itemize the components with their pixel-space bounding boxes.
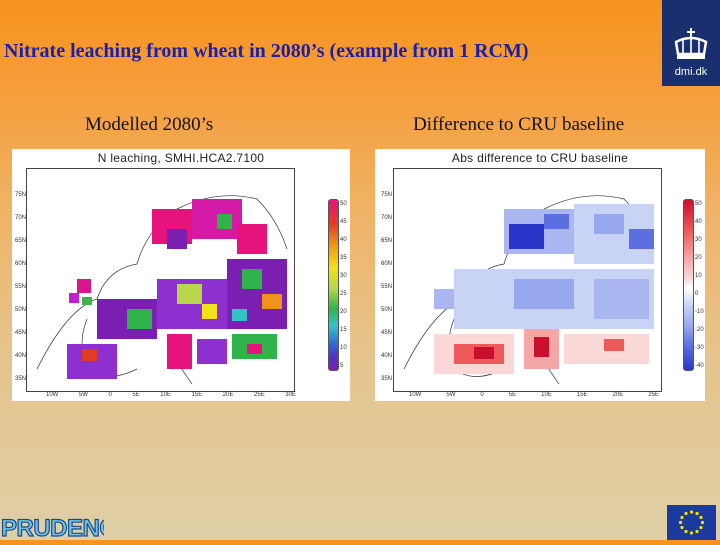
legend-label: 10 — [340, 345, 347, 351]
lat-label: 70N — [14, 215, 26, 221]
uk-land — [69, 279, 92, 305]
difference-map — [393, 168, 662, 392]
difference-legend-labels: 50 40 30 20 10 0 -10 -20 -30 -40 — [695, 201, 704, 369]
leaching-color-legend — [328, 199, 339, 371]
lon-label: 5W — [78, 392, 88, 398]
legend-label: 25 — [340, 291, 347, 297]
europe-difference-mosaic — [403, 195, 655, 385]
central-difference-land — [434, 269, 654, 329]
lat-label: 35N — [14, 376, 26, 382]
legend-label: 20 — [695, 255, 702, 261]
lon-label: 0 — [480, 392, 484, 398]
lat-label: 60N — [14, 261, 26, 267]
lat-label: 45N — [380, 330, 392, 336]
legend-label: -30 — [695, 345, 704, 351]
lat-label: 65N — [14, 238, 26, 244]
central-europe-land — [97, 259, 287, 339]
legend-label: 40 — [340, 237, 347, 243]
lat-label: 75N — [380, 192, 392, 198]
lat-label: 70N — [380, 215, 392, 221]
lat-label: 75N — [14, 192, 26, 198]
legend-label: 15 — [340, 327, 347, 333]
crown-icon — [674, 28, 708, 59]
lon-label: 15E — [576, 392, 588, 398]
lon-label: 5W — [446, 392, 456, 398]
lon-label: 10W — [46, 392, 59, 398]
lat-label: 50N — [14, 307, 26, 313]
lat-label: 50N — [380, 307, 392, 313]
legend-label: 45 — [340, 219, 347, 225]
south-difference-land — [434, 329, 649, 374]
difference-color-legend — [683, 199, 694, 371]
lat-label: 40N — [380, 353, 392, 359]
eu-flag-icon — [667, 505, 716, 540]
prudence-logo-text: PRUDENCE — [1, 515, 104, 540]
legend-label: 0 — [695, 291, 699, 297]
legend-label: 40 — [695, 219, 702, 225]
lon-label: 10E — [541, 392, 552, 398]
legend-label: -40 — [695, 363, 704, 369]
modelled-map-panel: N leaching, SMHI.HCA2.7100 75N 70N 65N 6… — [12, 149, 350, 401]
lon-label: 25E — [254, 392, 265, 398]
south-europe-land — [67, 334, 277, 379]
legend-label: 20 — [340, 309, 347, 315]
lat-label: 60N — [380, 261, 392, 267]
legend-label: 5 — [340, 363, 344, 369]
lon-label: 5E — [508, 392, 517, 398]
legend-label: -20 — [695, 327, 704, 333]
legend-label: 50 — [340, 201, 347, 207]
legend-label: 30 — [340, 273, 347, 279]
lon-label: 20E — [612, 392, 624, 398]
north-difference-land — [504, 204, 654, 264]
lat-label: 55N — [380, 284, 392, 290]
prudence-logo: PRUDENCE — [0, 514, 104, 540]
dmi-logo: dmi.dk — [662, 0, 720, 86]
lat-label: 40N — [14, 353, 26, 359]
difference-map-panel: Abs difference to CRU baseline 75N 70N 6… — [375, 149, 705, 401]
right-plot-title: Abs difference to CRU baseline — [451, 151, 629, 165]
lon-axis: 10W 5W 0 5E 10E 15E 20E 25E 30E — [46, 392, 296, 398]
legend-label: -10 — [695, 309, 704, 315]
lon-label: 10W — [409, 392, 422, 398]
lon-label: 25E — [648, 392, 659, 398]
legend-label: 50 — [695, 201, 702, 207]
lat-label: 55N — [14, 284, 26, 290]
leaching-legend-labels: 50 45 40 35 30 25 20 15 10 5 — [340, 201, 347, 369]
nitrate-leaching-map — [26, 168, 295, 392]
left-plot-title: N leaching, SMHI.HCA2.7100 — [97, 151, 265, 165]
lat-label: 65N — [380, 238, 392, 244]
lat-label: 45N — [14, 330, 26, 336]
lon-label: 20E — [222, 392, 234, 398]
scandinavia-land — [152, 199, 267, 254]
lon-label: 10E — [160, 392, 171, 398]
lon-label: 30E — [285, 392, 296, 398]
left-subtitle: Modelled 2080’s — [85, 114, 214, 135]
lon-label: 5E — [132, 392, 140, 398]
logo-text: dmi.dk — [674, 66, 708, 78]
lon-label: 0 — [108, 392, 112, 398]
slide-title: Nitrate leaching from wheat in 2080’s (e… — [4, 40, 529, 62]
legend-label: 10 — [695, 273, 702, 279]
lat-label: 35N — [380, 376, 392, 382]
legend-label: 30 — [695, 237, 702, 243]
right-subtitle: Difference to CRU baseline — [413, 114, 625, 135]
lon-label: 15E — [191, 392, 203, 398]
legend-label: 35 — [340, 255, 347, 261]
lon-axis: 10W 5W 0 5E 10E 15E 20E 25E — [409, 392, 659, 398]
europe-leaching-mosaic — [36, 195, 288, 385]
